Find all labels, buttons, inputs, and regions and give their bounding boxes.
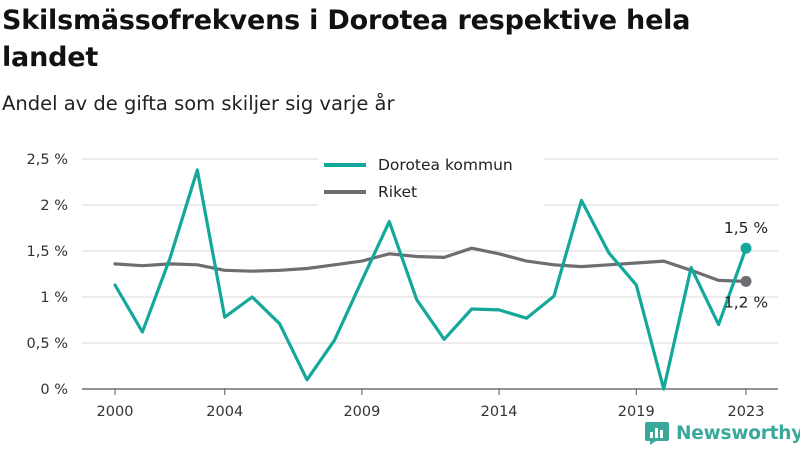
y-tick-label: 1,5 % (27, 244, 68, 260)
x-tick-label: 2014 (481, 404, 518, 420)
y-axis-ticks: 0 % 0,5 % 1 % 1,5 % 2 % 2,5 % (27, 152, 68, 398)
series-lines (113, 168, 748, 391)
legend-background (318, 150, 544, 208)
newsworthy-logo-icon (645, 422, 669, 445)
end-value-label: 1,2 % (724, 293, 768, 311)
x-tick-label: 2009 (343, 404, 380, 420)
x-tick-label: 2023 (728, 404, 765, 420)
end-value-label: 1,5 % (724, 219, 768, 237)
chart-title: Skilsmässofrekvens i Dorotea respektive … (2, 5, 691, 73)
newsworthy-brand: Newsworthy (644, 420, 800, 446)
x-tick-label: 2019 (618, 404, 655, 420)
end-markers: 1,5 % 1,2 % (724, 219, 768, 311)
y-tick-label: 0 % (40, 382, 68, 398)
legend-label: Dorotea kommun (378, 156, 513, 174)
x-tick-label: 2000 (97, 404, 134, 420)
x-tick-label: 2004 (206, 404, 243, 420)
legend: Dorotea kommun Riket (318, 150, 544, 208)
y-tick-label: 2,5 % (27, 152, 68, 168)
x-axis-ticks: 2000 2004 2009 2014 2019 2023 (97, 389, 765, 420)
legend-label: Riket (378, 183, 417, 201)
y-tick-label: 2 % (40, 198, 68, 214)
series-line-riket (113, 246, 748, 283)
brand-name: Newsworthy (676, 422, 800, 444)
end-point-marker (740, 275, 752, 287)
y-tick-label: 1 % (40, 290, 68, 306)
end-point-marker (740, 242, 752, 254)
y-tick-label: 0,5 % (27, 336, 68, 352)
chart-subtitle: Andel av de gifta som skiljer sig varje … (2, 92, 395, 115)
series-line-dorotea (113, 168, 748, 391)
